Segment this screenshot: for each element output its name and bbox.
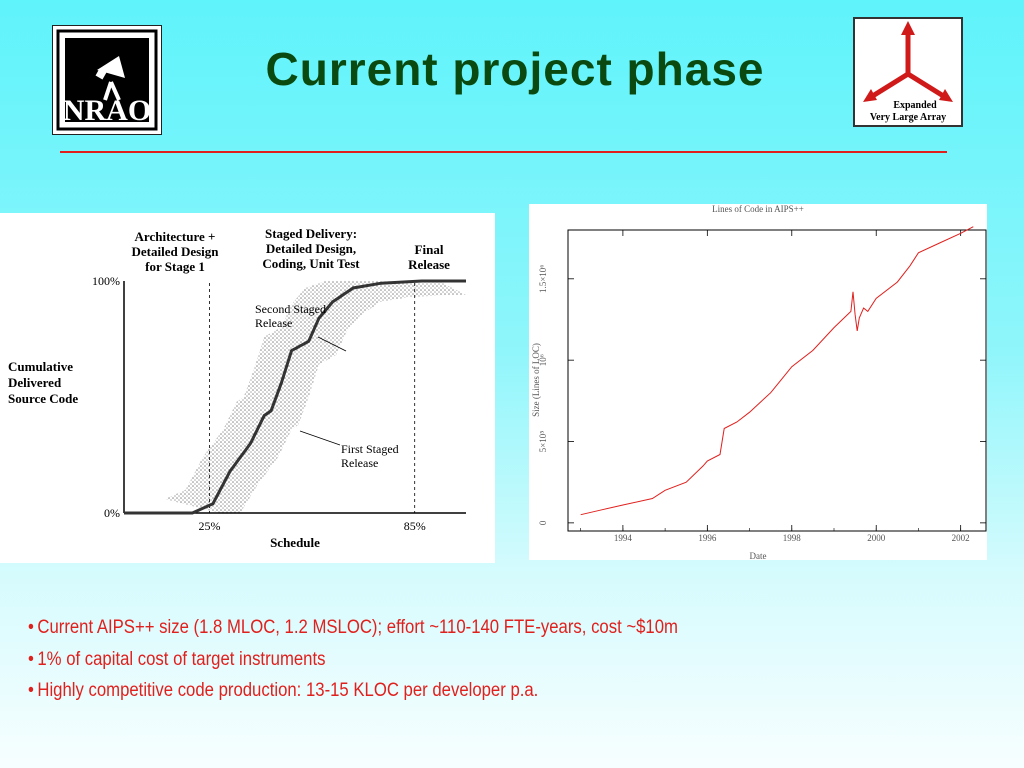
bullet-item: • 1% of capital cost of target instrument… [28, 648, 326, 670]
bullet-list: • Current AIPS++ size (1.8 MLOC, 1.2 MSLO… [28, 612, 988, 707]
x-axis-label: Schedule [270, 535, 320, 550]
evla-line1: Expanded [893, 100, 937, 111]
x-tick-label: 1994 [614, 533, 633, 543]
chart-title: Lines of Code in AIPS++ [712, 204, 804, 214]
bullet-item: • Current AIPS++ size (1.8 MLOC, 1.2 MSLO… [28, 617, 678, 638]
title-divider [60, 151, 947, 153]
aips-loc-chart: Lines of Code in AIPS++ 1994 1996 1998 2000… [529, 204, 987, 561]
annotation-label: First Staged Release [341, 442, 399, 470]
y-tick-label: 5×10⁵ [538, 431, 548, 453]
bullet-item: • Highly competitive code production: 13-… [28, 680, 539, 701]
y-tick-label: 0% [104, 506, 120, 520]
phase-label: Final Release [408, 242, 450, 272]
annotation-leader [299, 430, 341, 446]
aips-loc-chart-svg: Lines of Code in AIPS++ 1994 1996 1998 2000… [531, 204, 987, 561]
nrao-logo: NRAO [52, 25, 162, 135]
y-axis-label: Size (Lines of LOC) [531, 343, 541, 417]
loc-series-line [580, 226, 974, 516]
nrao-telescope-logo-icon: NRAO [56, 29, 158, 131]
staged-delivery-chart: 25% 85% 0% 100% Architecture + Detailed Desi… [0, 213, 495, 563]
y-tick-label: 1.5×10⁶ [538, 265, 548, 293]
delivered-code-line [124, 279, 466, 515]
x-tick-label: 1998 [783, 533, 802, 543]
x-tick-label: 2000 [867, 533, 886, 543]
annotation-leader [317, 336, 347, 352]
x-tick-label: 85% [404, 519, 426, 533]
evla-logo: Expanded Very Large Array [853, 17, 963, 127]
phase-label: Staged Delivery: Detailed Design, Coding, … [262, 226, 360, 271]
evla-line2: Very Large Array [870, 112, 946, 123]
x-tick-label: 1996 [698, 533, 717, 543]
phase-label: Architecture + Detailed Design for Stage 1 [131, 229, 219, 274]
nrao-text: NRAO [63, 94, 151, 127]
evla-y-array-logo-icon: Expanded Very Large Array [863, 21, 953, 123]
y-axis-label: Cumulative Delivered Source Code [8, 359, 78, 406]
y-tick-label: 100% [92, 274, 120, 288]
page-title: Current project phase [265, 43, 765, 95]
staged-delivery-chart-svg: 25% 85% 0% 100% Architecture + Detailed Desi… [8, 226, 467, 550]
x-tick-label: 2002 [952, 533, 970, 543]
x-axis-label: Date [750, 551, 767, 560]
y-tick-label: 10⁶ [538, 354, 548, 366]
y-tick-label: 0 [538, 520, 548, 525]
x-tick-label: 25% [199, 519, 221, 533]
plot-frame [567, 229, 987, 532]
annotation-label: Second Staged Release [255, 302, 326, 330]
